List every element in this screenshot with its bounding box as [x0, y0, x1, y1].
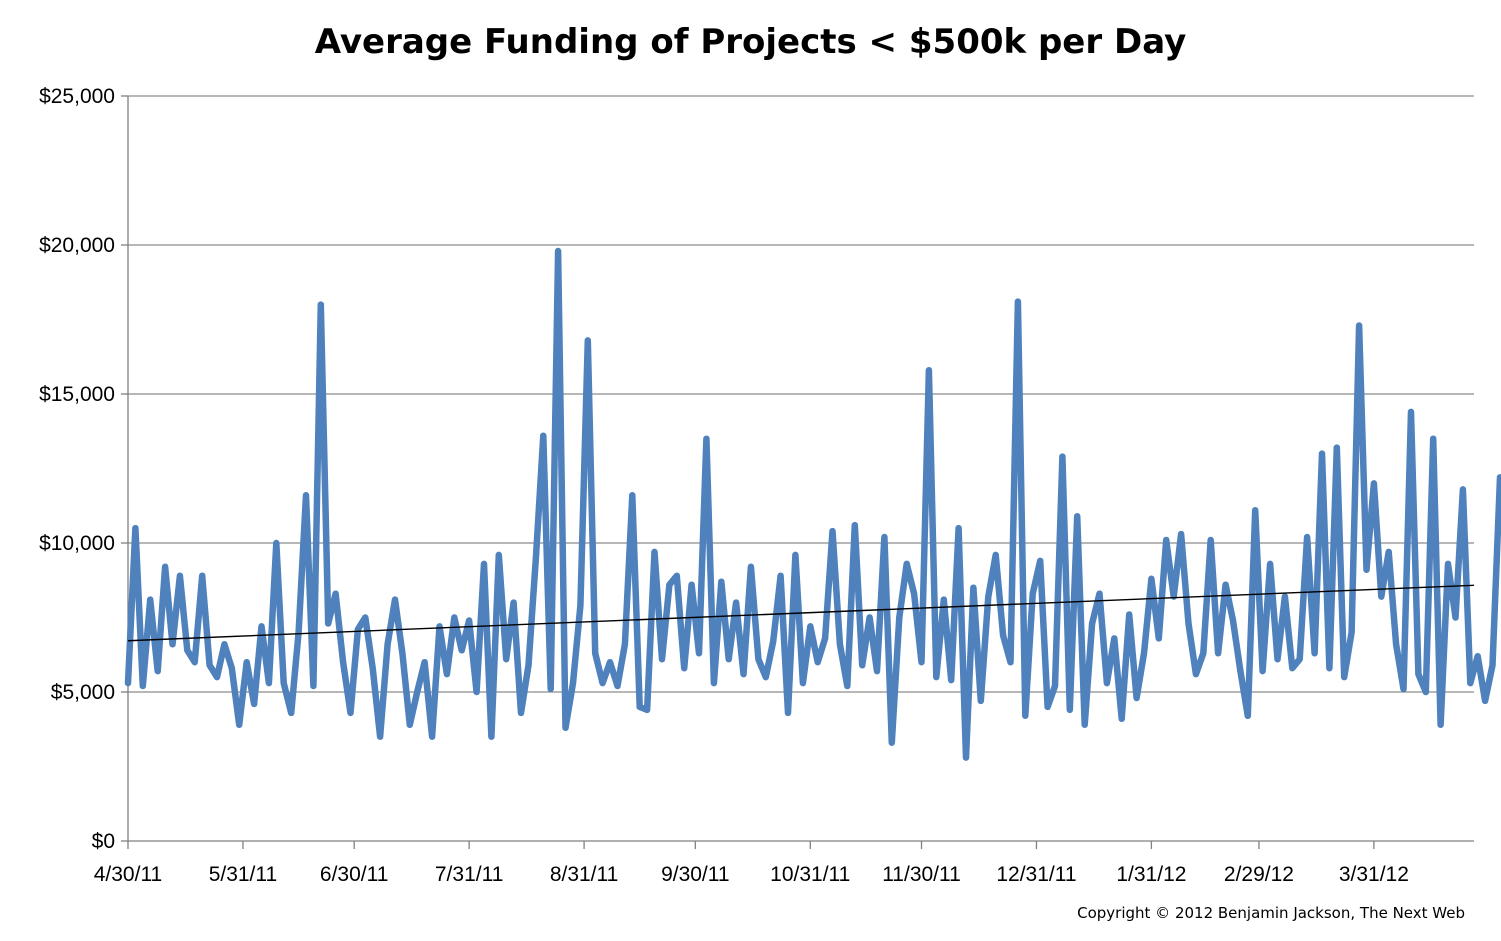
x-tick-label: 5/31/11	[209, 863, 278, 886]
y-tick-label: $25,000	[39, 85, 115, 108]
axes	[121, 95, 1474, 849]
trendline-layer	[127, 584, 1475, 642]
y-tick-label: $10,000	[39, 532, 115, 555]
x-tick-label: 6/30/11	[320, 863, 389, 886]
series-layer	[124, 247, 1501, 761]
x-tick-label: 2/29/12	[1224, 863, 1294, 886]
x-tick-labels: 4/30/11 5/31/11 6/30/11 7/31/11 8/31/11 9/30/…	[94, 863, 1409, 886]
y-tick-label: $5,000	[51, 681, 115, 704]
y-tick-labels: $0 $5,000 $10,000 $15,000 $20,000 $25,000	[39, 85, 115, 853]
x-tick-label: 12/31/11	[996, 863, 1076, 886]
copyright-text: Copyright © 2012 Benjamin Jackson, The N…	[1077, 904, 1465, 922]
x-tick-label: 11/30/11	[882, 863, 961, 886]
chart-title: Average Funding of Projects < $500k per …	[314, 22, 1187, 62]
x-tick-label: 10/31/11	[770, 863, 850, 886]
trendline	[127, 584, 1475, 642]
x-tick-label: 9/30/11	[661, 863, 730, 886]
x-tick-label: 8/31/11	[550, 863, 619, 886]
x-tick-label: 1/31/12	[1116, 863, 1186, 886]
y-tick-label: $20,000	[39, 234, 115, 257]
x-tick-label: 7/31/11	[435, 863, 504, 886]
x-tick-label: 3/31/12	[1339, 863, 1409, 886]
series-line	[124, 247, 1501, 761]
y-tick-label: $15,000	[39, 383, 115, 406]
x-tick-label: 4/30/11	[94, 863, 163, 886]
y-tick-label: $0	[92, 830, 115, 853]
